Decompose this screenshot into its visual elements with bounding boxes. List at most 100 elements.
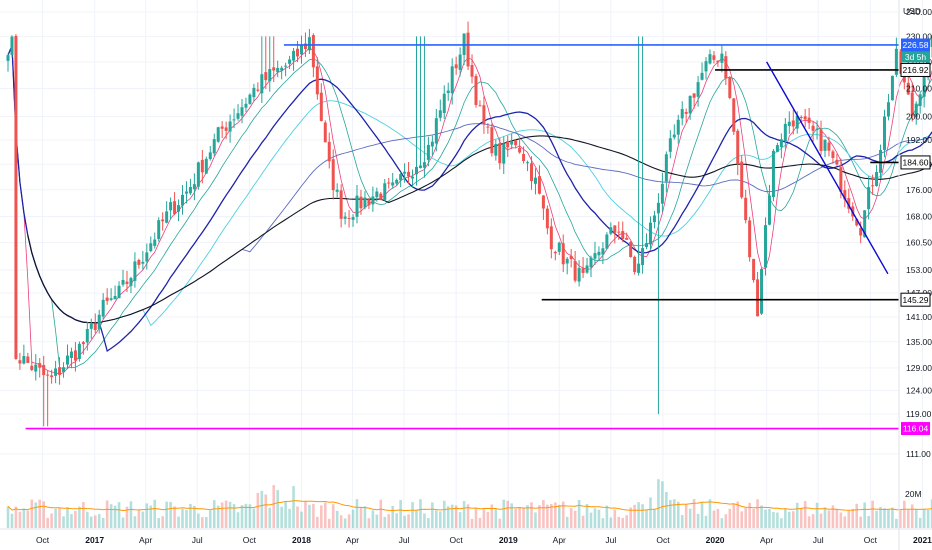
candle-body	[153, 239, 157, 246]
candle-body	[97, 314, 101, 329]
candle-body	[688, 95, 692, 114]
volume-bar	[482, 509, 486, 528]
volume-bar	[185, 509, 188, 528]
candle-body	[438, 110, 442, 118]
volume-bar	[760, 505, 763, 528]
x-tick-label: Oct	[36, 535, 50, 545]
volume-bar	[208, 510, 212, 528]
candle-body	[288, 59, 292, 64]
candle-body	[605, 234, 609, 249]
volume-bar	[113, 505, 117, 528]
volume-bar	[478, 517, 482, 528]
volume-bar	[304, 501, 307, 528]
time-scale[interactable]: Oct 2017 Apr Jul Oct 2018 Apr Jul Oct 2019 Apr Jul O…	[36, 535, 932, 545]
volume-bar	[645, 509, 648, 528]
volume-bar	[903, 500, 906, 528]
candle-body	[264, 72, 268, 81]
volume-bar	[462, 501, 466, 528]
candle-body	[557, 242, 561, 252]
volume-bar	[427, 518, 430, 528]
price-tag: 226.58	[901, 38, 930, 52]
y-tick-label: 119.00	[906, 409, 932, 419]
candle-body	[403, 171, 407, 174]
candle-body	[387, 182, 391, 184]
candle-body	[510, 140, 514, 145]
volume-bar	[46, 517, 49, 528]
candle-body	[573, 261, 577, 281]
candle-body	[871, 185, 875, 187]
volume-bar	[244, 503, 248, 528]
candle-body	[173, 201, 177, 215]
y-tick-label: 141.00	[906, 312, 932, 322]
volume-bar	[137, 509, 141, 528]
volume-bar	[918, 517, 922, 528]
volume-bar	[653, 509, 656, 528]
volume-bar	[791, 511, 795, 528]
candle-body	[177, 205, 181, 212]
candle-body	[188, 187, 192, 194]
volume-bar	[712, 510, 716, 528]
candle-body	[922, 74, 926, 97]
volume-bar	[649, 497, 652, 528]
volume-bar	[621, 517, 625, 528]
candle-body	[296, 48, 300, 57]
volume-bar	[129, 501, 133, 528]
candle-body	[882, 116, 886, 150]
candle-body	[684, 111, 688, 114]
candle-body	[220, 126, 224, 129]
candle-body	[466, 32, 470, 67]
candle-body	[34, 364, 38, 372]
candle-body	[811, 125, 815, 131]
volume-bar	[784, 508, 787, 528]
candle-body	[629, 241, 633, 258]
candle-body	[744, 197, 748, 221]
candle-body	[232, 119, 236, 121]
volume-bar	[201, 517, 204, 528]
candle-body	[530, 163, 534, 182]
candle-body	[347, 218, 351, 220]
candle-body	[240, 107, 244, 116]
volume-bar	[581, 515, 585, 528]
candle-body	[62, 367, 66, 373]
candle-body	[73, 350, 77, 361]
volume-bar	[795, 502, 799, 528]
volume-bar	[54, 508, 57, 528]
candle-body	[613, 225, 617, 233]
candle-body	[375, 191, 379, 198]
candle-body	[426, 144, 430, 160]
candle-body	[256, 89, 260, 91]
candle-body	[827, 142, 831, 151]
volume-bar	[240, 505, 244, 528]
volume-bar	[637, 502, 640, 528]
candle-body	[712, 55, 716, 60]
volume-bar	[407, 514, 410, 528]
candle-body	[795, 115, 799, 129]
volume-bar	[752, 508, 755, 528]
volume-bar	[82, 502, 85, 528]
candle-body	[724, 56, 728, 79]
volume-bar	[542, 499, 545, 528]
volume-bar	[669, 499, 672, 528]
candle-body	[77, 343, 81, 359]
candle-body	[502, 143, 506, 164]
volume-bar	[776, 512, 779, 528]
candle-body	[244, 103, 248, 108]
candle-body	[133, 261, 137, 281]
x-tick-label: 2017	[85, 535, 104, 545]
volume-bar	[109, 504, 113, 528]
volume-bar	[891, 507, 894, 528]
candle-body	[434, 118, 438, 144]
candle-body	[839, 167, 843, 192]
drawings[interactable]	[25, 44, 899, 430]
candle-body	[799, 116, 803, 118]
x-tick-label: Jul	[192, 535, 203, 545]
candle-body	[553, 251, 557, 254]
volume-bar	[411, 502, 414, 528]
volume-bar	[613, 509, 617, 528]
candle-body	[117, 285, 121, 299]
y-tick-label: 192.00	[906, 135, 932, 145]
candle-body	[906, 82, 910, 95]
volume-bar	[26, 510, 30, 528]
volume-bar	[569, 508, 573, 528]
